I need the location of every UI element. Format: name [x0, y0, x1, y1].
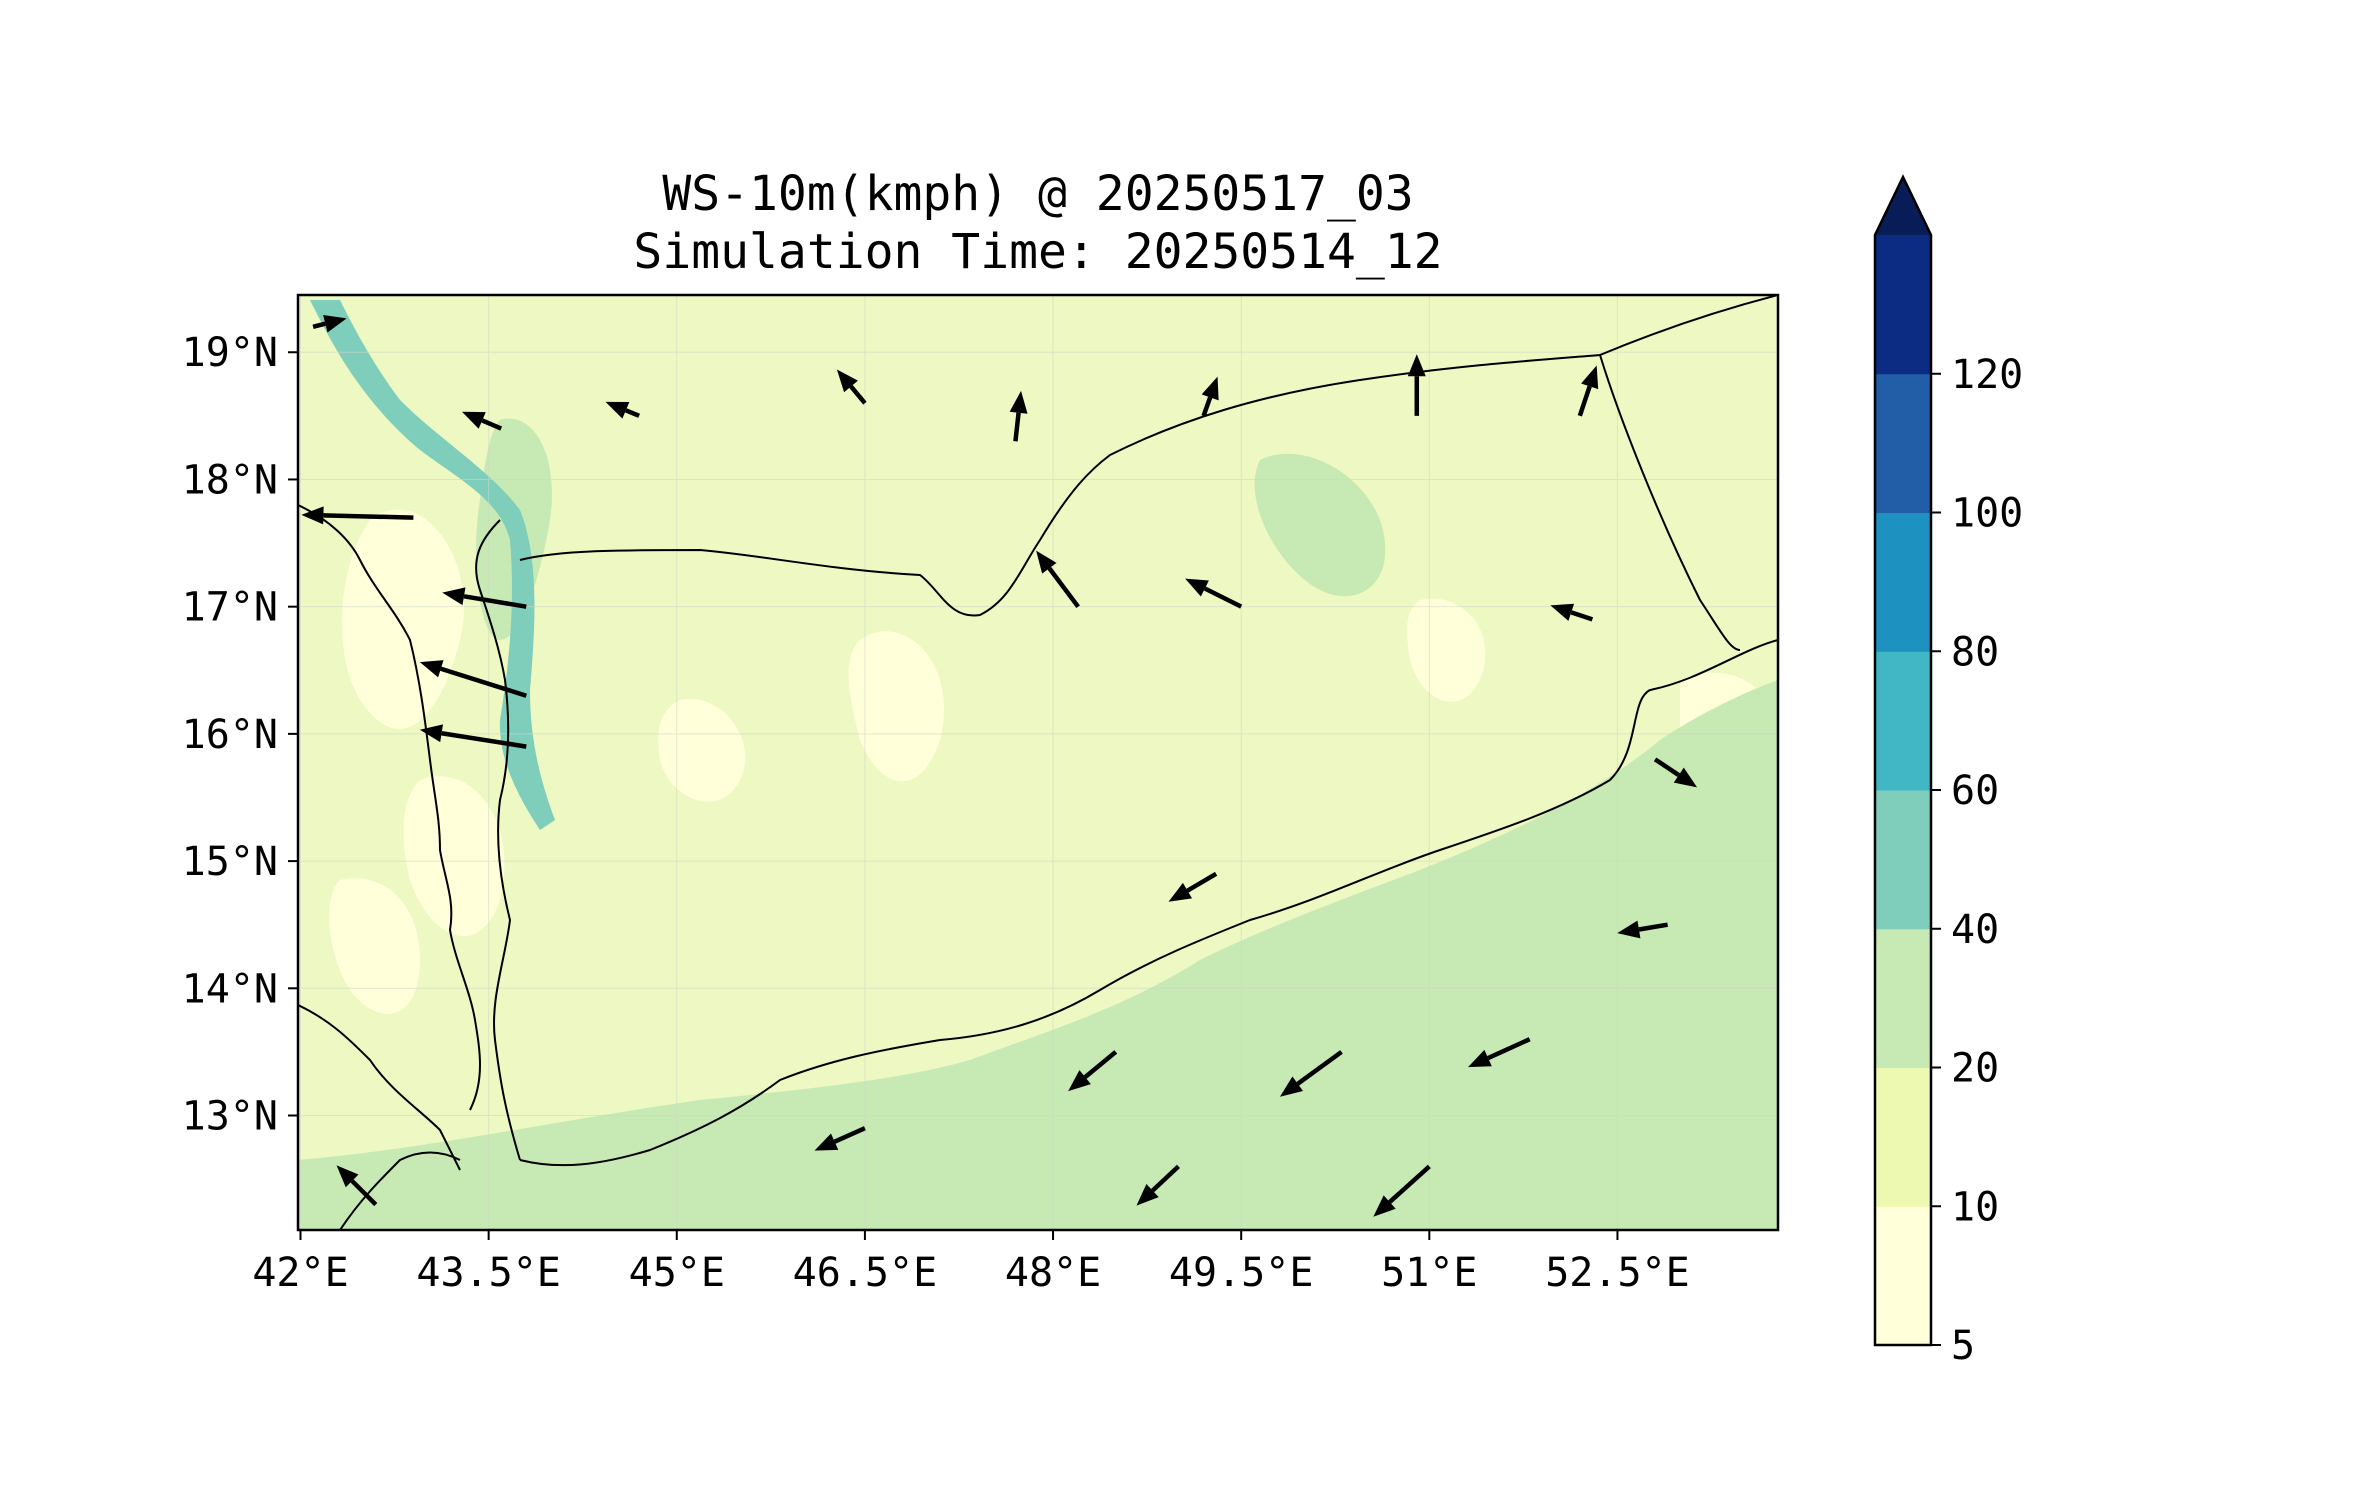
contour-low-area [341, 509, 464, 729]
coastline-gulf-of-aden [519, 639, 1778, 1167]
lat-tick-label: 18°N [182, 457, 278, 503]
contour-mid-area [1254, 453, 1386, 597]
colorbar-tick-label: 40 [1951, 907, 1999, 953]
wind-speed-contours [298, 300, 1778, 1230]
map-panel [298, 295, 1778, 1230]
border-east [1599, 354, 1741, 651]
colorbar-tick-label: 5 [1951, 1323, 1975, 1369]
lat-tick-label: 13°N [182, 1094, 278, 1140]
map-frame [296, 293, 1780, 1232]
wind-vector [1068, 1050, 1118, 1092]
colorbar-tick-label: 80 [1951, 629, 1999, 675]
wind-vector [1201, 376, 1219, 417]
colorbar-segment [1875, 512, 1931, 652]
contour-low-area [1407, 598, 1486, 702]
colorbar-segment [1875, 1206, 1931, 1346]
colorbar-frame [1873, 174, 1933, 1347]
wind-vector [1009, 390, 1028, 442]
wind-vector [419, 724, 527, 749]
title-line-2: Simulation Time: 20250514_12 [633, 224, 1443, 280]
wind-vector [1185, 578, 1243, 609]
colorbar-segment [1875, 928, 1931, 1068]
border-africa [339, 1151, 461, 1230]
colorbar-segment [1875, 1067, 1931, 1207]
wind-vector [301, 506, 414, 525]
lat-tick-label: 16°N [182, 712, 278, 758]
coastline-horn-of-africa [298, 1004, 461, 1171]
lon-tick-label: 45°E [629, 1250, 725, 1296]
lon-tick-label: 48°E [1005, 1250, 1101, 1296]
wind-vector [1468, 1037, 1531, 1068]
coastline-red-sea-east [475, 519, 521, 1161]
lat-tick-label: 15°N [182, 839, 278, 885]
wind-vector [836, 369, 867, 405]
coastline-red-sea-west [298, 504, 481, 1111]
contour-low-area [329, 878, 420, 1014]
contour-low-area [848, 631, 944, 782]
wind-vector [1550, 603, 1594, 622]
lon-tick-label: 52.5°E [1545, 1250, 1690, 1296]
wind-vector [1373, 1164, 1431, 1217]
contour-high-band [310, 300, 555, 830]
wind-vector [1136, 1164, 1181, 1206]
latitude-axis: 19°N 18°N 17°N 16°N 15°N 14°N 13°N [182, 330, 298, 1140]
wind-vector [336, 1165, 378, 1207]
colorbar-tick-label: 120 [1951, 352, 2023, 398]
wind-vector [1653, 757, 1698, 788]
map-gridlines [298, 295, 1778, 1230]
wind-vector [1407, 354, 1426, 416]
colorbar-segment [1875, 651, 1931, 791]
wind-vector [1168, 871, 1218, 902]
lon-tick-label: 49.5°E [1169, 1250, 1314, 1296]
longitude-axis: 42°E 43.5°E 45°E 46.5°E 48°E 49.5°E 51°E 52.5°E [252, 1230, 1690, 1296]
wind-vector [312, 315, 347, 333]
colorbar-tick-label: 20 [1951, 1046, 1999, 1092]
colorbar: 5 10 20 40 60 80 100 120 [1873, 174, 2023, 1369]
wind-vector [442, 587, 527, 609]
lat-tick-label: 14°N [182, 966, 278, 1012]
colorbar-tick-label: 100 [1951, 491, 2023, 537]
contour-low-area [403, 776, 505, 937]
lon-tick-label: 51°E [1381, 1250, 1477, 1296]
lat-tick-label: 19°N [182, 330, 278, 376]
wind-vector [605, 401, 641, 419]
wind-vector [1617, 920, 1668, 939]
contour-low-area [658, 698, 746, 802]
coastlines-and-borders [298, 295, 1778, 1230]
colorbar-extend-arrow [1875, 177, 1931, 235]
wind-vector [814, 1126, 866, 1151]
colorbar-tick-label: 60 [1951, 768, 1999, 814]
title-line-1: WS-10m(kmph) @ 20250517_03 [662, 166, 1414, 222]
lon-tick-label: 46.5°E [793, 1250, 938, 1296]
lon-tick-label: 43.5°E [416, 1250, 561, 1296]
colorbar-segment [1875, 790, 1931, 930]
lon-tick-label: 42°E [252, 1250, 348, 1296]
wind-vector-field [301, 315, 1698, 1217]
colorbar-segment [1875, 373, 1931, 513]
contour-mid-area [298, 680, 1778, 1230]
wind-vector [1279, 1050, 1343, 1097]
wind-vector [1036, 550, 1080, 609]
lat-tick-label: 17°N [182, 585, 278, 631]
colorbar-tick-label: 10 [1951, 1184, 1999, 1230]
colorbar-segment [1875, 235, 1931, 375]
wind-vector [419, 660, 527, 698]
border-north [519, 295, 1778, 617]
wind-vector [1577, 365, 1599, 417]
wind-vector [461, 411, 503, 431]
